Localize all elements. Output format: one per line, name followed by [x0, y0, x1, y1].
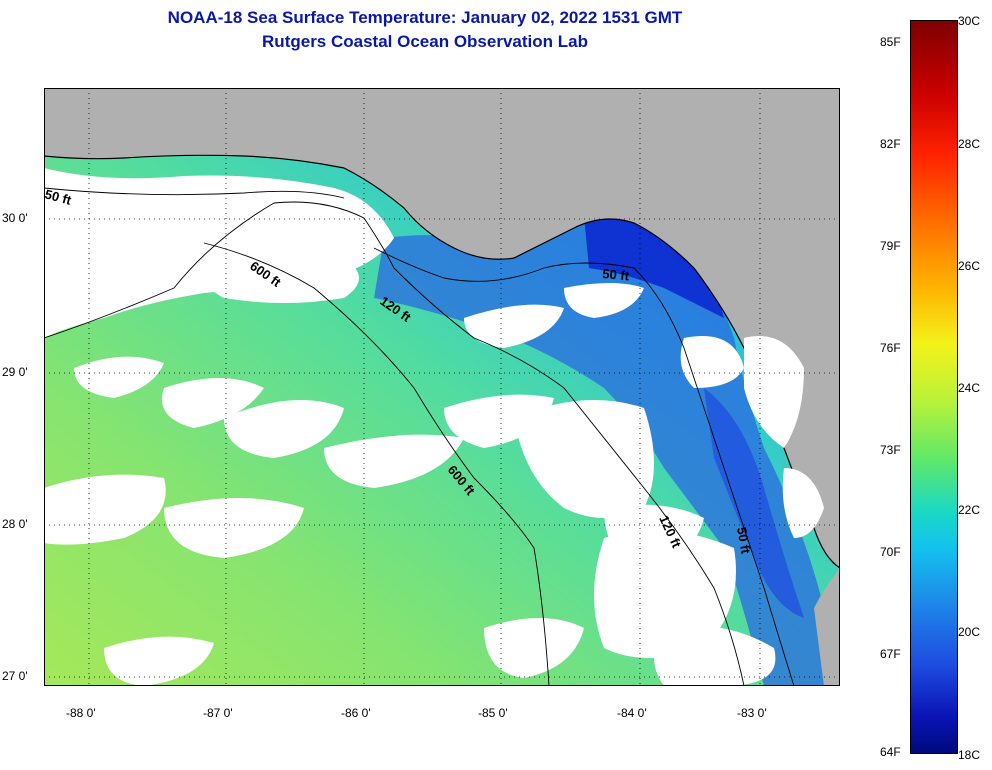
latitude-label: 30 0' [2, 211, 28, 225]
colorbar-fahrenheit-label: 70F [880, 545, 901, 559]
cold-water-region [374, 219, 840, 686]
depth-contours [44, 187, 795, 686]
cloud-cover [44, 168, 824, 686]
map-title: NOAA-18 Sea Surface Temperature: January… [167, 8, 683, 27]
latitude-label: 27 0' [2, 669, 28, 683]
sst-map-svg: 50 ft 600 ft 120 ft 50 ft 600 ft 120 ft … [44, 88, 840, 686]
temperature-colorbar [910, 20, 958, 754]
contour-label: 50 ft [44, 186, 74, 208]
colorbar-celsius-label: 18C [958, 748, 981, 762]
longitude-label: -87 0' [203, 706, 233, 720]
colorbar-celsius-label: 20C [958, 625, 981, 639]
colorbar-celsius-label: 30C [958, 14, 981, 28]
contour-label: 50 ft [734, 526, 754, 556]
colorbar-fahrenheit-label: 82F [880, 137, 901, 151]
colorbar-celsius-label: 24C [958, 381, 981, 395]
colorbar-fahrenheit-label: 85F [880, 35, 901, 49]
longitude-label: -85 0' [478, 706, 508, 720]
latitude-label: 29 0' [2, 365, 28, 379]
colorbar-celsius-label: 26C [958, 259, 981, 273]
colorbar-fahrenheit-label: 76F [880, 341, 901, 355]
colorbar-fahrenheit-label: 73F [880, 443, 901, 457]
longitude-label: -88 0' [66, 706, 96, 720]
land-mass [44, 88, 840, 568]
map-frame [44, 88, 840, 686]
longitude-label: -83 0' [737, 706, 767, 720]
cold-water-strip [704, 388, 804, 618]
colorbar-celsius-label: 22C [958, 503, 981, 517]
latitude-label: 28 0' [2, 517, 28, 531]
land-peninsula [814, 568, 840, 686]
longitude-label: -84 0' [617, 706, 647, 720]
colorbar-celsius-label: 28C [958, 137, 981, 151]
longitude-label: -86 0' [341, 706, 371, 720]
colorbar-fahrenheit-label: 79F [880, 239, 901, 253]
colorbar-fahrenheit-label: 67F [880, 647, 901, 661]
colorbar-fahrenheit-label: 64F [880, 745, 901, 759]
map-subtitle: Rutgers Coastal Ocean Observation Lab [262, 32, 588, 51]
contour-label: 50 ft [602, 266, 631, 283]
sst-map: 50 ft 600 ft 120 ft 50 ft 600 ft 120 ft … [44, 88, 840, 686]
coldest-water-region [584, 212, 724, 318]
